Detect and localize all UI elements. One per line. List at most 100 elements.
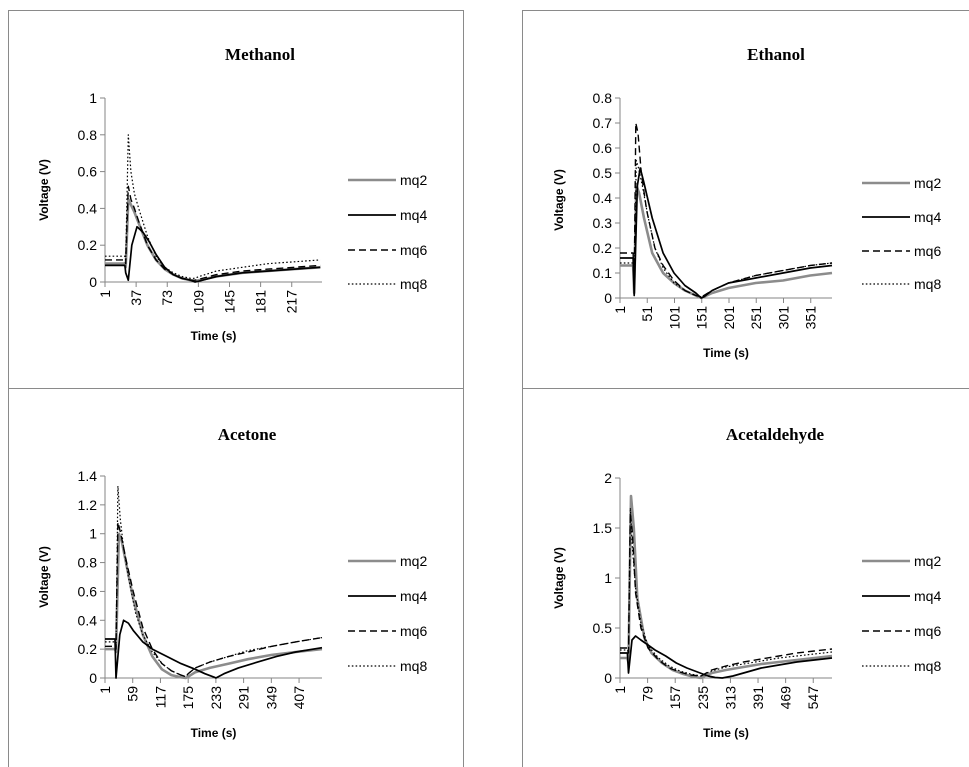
legend-label-mq4: mq4 — [914, 209, 941, 225]
series-line-mq2 — [105, 532, 323, 680]
x-tick-label: 145 — [221, 290, 237, 314]
x-tick-label: 59 — [125, 686, 141, 702]
x-tick-label: 351 — [803, 306, 819, 330]
y-tick-label: 0.8 — [78, 555, 98, 571]
x-axis-label: Time (s) — [191, 726, 237, 740]
x-tick-label: 407 — [291, 686, 307, 710]
series-line-mq6 — [620, 122, 833, 298]
x-tick-label: 291 — [236, 686, 252, 710]
y-tick-label: 0.6 — [78, 583, 98, 599]
legend-label-mq2: mq2 — [400, 172, 427, 188]
y-axis-label: Voltage (V) — [552, 169, 566, 231]
legend-label-mq2: mq2 — [914, 553, 941, 569]
x-axis-label: Time (s) — [191, 329, 237, 343]
x-tick-label: 51 — [639, 306, 655, 322]
x-tick-label: 201 — [721, 306, 737, 330]
legend-label-mq6: mq6 — [400, 623, 427, 639]
y-tick-label: 0.5 — [593, 165, 613, 181]
x-tick-label: 313 — [722, 686, 738, 710]
y-tick-label: 0.4 — [78, 200, 98, 216]
series-line-mq2 — [620, 184, 833, 300]
series-line-mq4 — [620, 167, 833, 299]
y-tick-label: 0.8 — [78, 127, 98, 143]
x-tick-label: 301 — [775, 306, 791, 330]
y-tick-label: 0.7 — [593, 115, 613, 131]
x-axis-label: Time (s) — [703, 726, 749, 740]
x-tick-label: 1 — [97, 290, 113, 298]
y-tick-label: 0.2 — [78, 237, 98, 253]
chart-title: Acetone — [218, 425, 277, 444]
y-tick-label: 0.4 — [78, 612, 98, 628]
y-tick-label: 0 — [604, 290, 612, 306]
x-tick-label: 181 — [253, 290, 269, 314]
chart-acetaldehyde: Acetaldehyde 0 0.5 1 1.5 2 1 79 157 235 313 391 469 5… — [522, 388, 969, 767]
chart-title: Methanol — [225, 45, 295, 64]
legend-label-mq4: mq4 — [400, 207, 427, 223]
x-tick-label: 391 — [750, 686, 766, 710]
y-axis-label: Voltage (V) — [552, 547, 566, 609]
y-tick-label: 2 — [604, 470, 612, 486]
chart-frame — [522, 388, 969, 767]
x-tick-label: 251 — [748, 306, 764, 330]
x-tick-label: 175 — [180, 686, 196, 710]
x-tick-label: 73 — [159, 290, 175, 306]
legend-label-mq2: mq2 — [400, 553, 427, 569]
x-tick-label: 101 — [666, 306, 682, 330]
y-tick-label: 0 — [89, 274, 97, 290]
x-tick-label: 1 — [97, 686, 113, 694]
series-line-mq4 — [105, 619, 323, 679]
legend-label-mq6: mq6 — [400, 242, 427, 258]
y-tick-label: 1.4 — [78, 468, 98, 484]
legend-label-mq8: mq8 — [400, 658, 427, 674]
x-tick-label: 37 — [128, 290, 144, 306]
chart-acetone: Acetone 0 0.2 0.4 0.6 0.8 1 1.2 1.4 1 59 117 175 233 2… — [8, 388, 464, 767]
x-tick-label: 157 — [667, 686, 683, 710]
legend-label-mq8: mq8 — [914, 658, 941, 674]
y-tick-label: 1.5 — [593, 520, 613, 536]
y-tick-label: 1 — [89, 526, 97, 542]
y-tick-label: 0.5 — [593, 620, 613, 636]
legend-label-mq6: mq6 — [914, 243, 941, 259]
chart-title: Ethanol — [747, 45, 805, 64]
y-tick-label: 0.1 — [593, 265, 613, 281]
series-line-mq8 — [105, 485, 323, 678]
legend-label-mq6: mq6 — [914, 623, 941, 639]
x-tick-label: 79 — [640, 686, 656, 702]
chart-methanol: Methanol 0 0.2 0.4 0.6 0.8 1 1 37 73 109 145 181 217 V… — [8, 10, 464, 389]
y-tick-label: 0.2 — [593, 240, 613, 256]
x-tick-label: 117 — [152, 686, 168, 709]
y-tick-label: 0.6 — [593, 140, 613, 156]
x-tick-label: 469 — [778, 686, 794, 710]
x-tick-label: 1 — [612, 306, 628, 314]
y-tick-label: 0.8 — [593, 90, 613, 106]
x-tick-label: 233 — [208, 686, 224, 710]
y-tick-label: 0.3 — [593, 215, 613, 231]
x-tick-label: 217 — [284, 290, 300, 314]
chart-frame — [8, 388, 464, 767]
x-tick-label: 349 — [263, 686, 279, 710]
y-tick-label: 0.4 — [593, 190, 613, 206]
legend: mq2 mq4 mq6 mq8 — [348, 172, 427, 292]
legend: mq2 mq4 mq6 mq8 — [862, 553, 941, 674]
x-axis-label: Time (s) — [703, 346, 749, 360]
series-line-mq8 — [105, 134, 321, 279]
x-tick-label: 547 — [805, 686, 821, 710]
y-tick-label: 1.2 — [78, 497, 98, 513]
series-line-mq8 — [620, 159, 833, 298]
series-line-mq2 — [620, 494, 833, 680]
legend-label-mq8: mq8 — [400, 276, 427, 292]
y-tick-label: 0.6 — [78, 164, 98, 180]
y-tick-label: 1 — [89, 90, 97, 106]
y-tick-label: 0.2 — [78, 641, 98, 657]
y-axis-label: Voltage (V) — [37, 159, 51, 221]
legend-label-mq4: mq4 — [400, 588, 427, 604]
y-tick-label: 0 — [604, 670, 612, 686]
legend-label-mq8: mq8 — [914, 276, 941, 292]
series-line-mq4 — [620, 635, 833, 679]
series-line-mq6 — [620, 512, 833, 677]
legend: mq2 mq4 mq6 mq8 — [862, 175, 941, 292]
x-tick-label: 151 — [694, 306, 710, 330]
legend-label-mq4: mq4 — [914, 588, 941, 604]
